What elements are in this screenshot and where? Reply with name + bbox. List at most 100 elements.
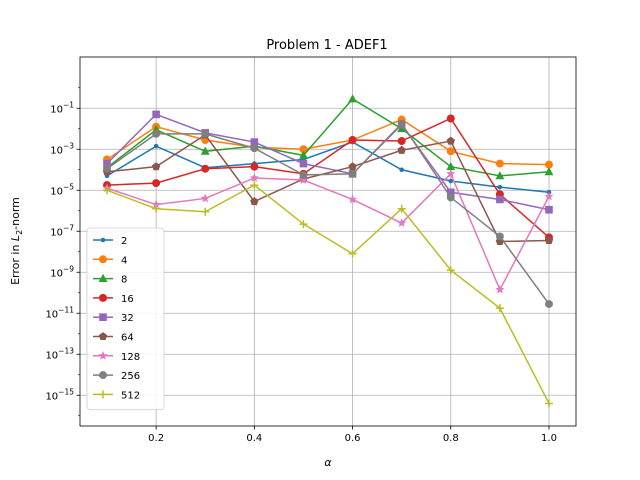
legend-item: 2: [93, 236, 127, 247]
y-tick-label: 10−11: [45, 305, 74, 320]
series-line: [106, 184, 550, 404]
series-line: [106, 117, 550, 238]
data-point: [103, 159, 111, 168]
legend-item: 16: [93, 293, 134, 305]
data-point: [495, 284, 505, 294]
data-point: [397, 204, 406, 213]
data-point: [200, 146, 210, 155]
legend-label: 512: [121, 390, 140, 401]
x-tick-label: 0.6: [345, 433, 361, 444]
chart-title: Problem 1 - ADEF1: [266, 38, 387, 53]
data-point: [151, 199, 161, 209]
data-point: [347, 194, 358, 204]
y-tick-label: 10−3: [50, 141, 74, 156]
legend-item: 64: [93, 332, 134, 344]
y-tick-label: 10−5: [50, 182, 74, 197]
data-point: [446, 114, 455, 123]
data-point: [298, 175, 309, 184]
data-point: [545, 300, 553, 308]
data-point: [249, 173, 259, 182]
data-point: [544, 160, 553, 169]
data-point: [99, 371, 107, 379]
series-256: [103, 119, 553, 308]
data-point: [250, 138, 259, 146]
data-point: [201, 164, 210, 173]
data-point: [348, 170, 357, 178]
data-point: [544, 399, 553, 408]
data-point: [448, 178, 454, 184]
data-point: [497, 184, 503, 190]
data-point: [495, 304, 504, 313]
data-point: [153, 143, 159, 149]
data-point: [152, 110, 160, 119]
series-line: [106, 133, 550, 243]
x-tick-label: 0.2: [148, 433, 164, 444]
data-series: [102, 94, 554, 408]
legend: 2 4 8 16 32 64 128 256 512: [86, 227, 165, 411]
legend-box: [86, 227, 165, 411]
data-point: [100, 237, 106, 243]
data-point: [446, 266, 455, 275]
data-point: [348, 249, 357, 258]
series-line: [106, 98, 550, 177]
legend-item: 32: [93, 313, 134, 324]
data-point: [201, 207, 210, 216]
data-point: [545, 205, 553, 214]
series-line: [106, 122, 550, 305]
data-point: [544, 167, 554, 176]
y-tick-label: 10−7: [50, 223, 74, 238]
data-point: [348, 136, 357, 145]
data-point: [250, 162, 259, 171]
data-point: [446, 188, 455, 197]
data-point: [99, 390, 107, 399]
x-axis-label: α: [324, 456, 332, 469]
data-point: [151, 162, 161, 171]
data-point: [348, 162, 357, 171]
data-point: [99, 255, 107, 264]
data-point: [152, 204, 161, 213]
data-point: [98, 351, 108, 360]
data-point: [446, 161, 456, 171]
legend-label: 4: [121, 255, 127, 266]
legend-item: 512: [93, 390, 140, 401]
data-point: [299, 150, 308, 159]
data-point: [98, 332, 108, 341]
data-point: [446, 147, 455, 156]
data-point: [103, 164, 111, 173]
legend-item: 8: [93, 273, 127, 286]
legend-label: 256: [121, 371, 140, 382]
data-point: [250, 144, 259, 153]
legend-label: 8: [121, 275, 127, 286]
x-tick-label: 0.4: [246, 433, 262, 444]
legend-label: 128: [121, 352, 140, 363]
data-point: [200, 193, 210, 203]
data-point: [201, 130, 210, 138]
x-tick-label: 1.0: [541, 433, 557, 444]
legend-label: 16: [121, 294, 134, 305]
y-tick-label: 10−1: [50, 100, 74, 115]
data-point: [250, 197, 259, 206]
data-point: [495, 159, 504, 168]
axis-ticks: 0.2 0.4 0.6 0.8 1.0 10−1 10−3 10−5 10−7 10−9 10−11…: [45, 87, 557, 444]
data-point: [544, 236, 554, 245]
data-point: [299, 159, 308, 168]
data-point: [299, 171, 308, 179]
data-point: [544, 191, 554, 201]
data-point: [397, 218, 407, 227]
series-512: [103, 181, 553, 408]
legend-label: 2: [121, 236, 127, 247]
series-line: [106, 172, 550, 292]
data-point: [103, 186, 112, 195]
plot-frame: [79, 56, 577, 427]
data-point: [446, 193, 455, 202]
data-point: [496, 195, 504, 204]
data-point: [397, 119, 406, 128]
data-point: [496, 232, 504, 241]
data-point: [446, 136, 455, 145]
data-point: [250, 181, 259, 190]
legend-item: 256: [93, 371, 140, 382]
data-point: [299, 145, 308, 154]
series-line: [106, 141, 550, 194]
y-tick-label: 10−13: [45, 346, 74, 361]
